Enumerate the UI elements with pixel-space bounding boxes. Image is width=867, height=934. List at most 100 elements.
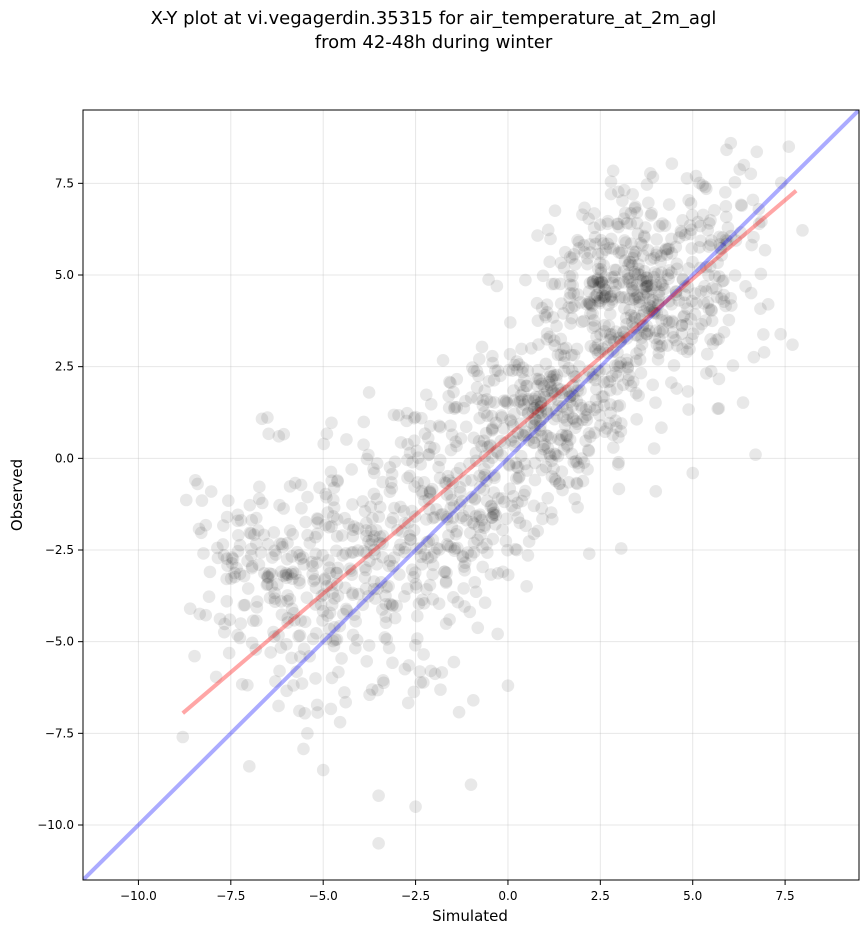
data-point — [575, 452, 588, 465]
data-point — [516, 393, 529, 406]
data-point — [183, 602, 197, 615]
data-point — [544, 381, 558, 394]
data-point — [519, 484, 532, 498]
data-point — [728, 175, 742, 189]
data-point — [758, 243, 772, 257]
data-point — [603, 374, 617, 388]
data-point — [522, 535, 536, 548]
data-point — [379, 610, 393, 623]
data-point — [435, 666, 449, 679]
data-point — [630, 413, 643, 426]
data-point — [607, 335, 621, 349]
data-point — [401, 696, 415, 710]
data-point — [192, 522, 206, 536]
data-point — [220, 572, 233, 586]
data-point — [179, 493, 193, 507]
data-point — [531, 363, 545, 377]
data-point — [424, 397, 438, 411]
data-point — [398, 662, 412, 676]
data-point — [605, 271, 619, 284]
data-point — [543, 447, 556, 461]
data-point — [376, 537, 389, 551]
data-point — [606, 276, 619, 290]
data-point — [583, 238, 597, 251]
data-point — [301, 727, 314, 740]
data-point — [628, 311, 642, 325]
data-point — [686, 327, 700, 341]
data-point — [281, 616, 294, 629]
data-point — [311, 513, 325, 526]
data-point — [567, 287, 581, 300]
data-point — [514, 378, 527, 392]
data-point — [541, 223, 555, 237]
data-point — [447, 655, 461, 669]
data-point — [416, 487, 429, 501]
data-point — [521, 364, 535, 377]
data-point — [480, 474, 493, 488]
data-point — [407, 570, 420, 584]
data-point — [515, 342, 528, 356]
data-point — [717, 325, 731, 339]
data-point — [597, 279, 610, 292]
data-point — [565, 447, 579, 461]
data-point — [638, 282, 651, 296]
data-point — [701, 223, 715, 237]
data-point — [508, 358, 521, 372]
data-point — [635, 309, 649, 322]
data-point — [410, 581, 423, 594]
data-point — [658, 219, 672, 233]
x-tick-label: −5.0 — [309, 889, 338, 903]
data-point — [631, 328, 644, 342]
data-point — [330, 566, 344, 580]
data-point — [606, 164, 620, 178]
data-point — [245, 513, 259, 527]
data-point — [231, 514, 244, 528]
data-point — [681, 302, 694, 315]
data-point — [485, 499, 498, 512]
data-point — [363, 554, 376, 568]
data-point — [268, 595, 282, 609]
data-point — [487, 486, 501, 499]
data-point — [386, 599, 399, 613]
data-point — [729, 234, 743, 247]
data-point — [471, 621, 485, 635]
data-point — [195, 494, 209, 507]
data-point — [488, 506, 501, 520]
data-point — [632, 258, 645, 271]
data-point — [539, 460, 553, 474]
data-point — [303, 649, 316, 663]
data-point — [624, 379, 638, 393]
data-point — [645, 278, 658, 292]
data-point — [747, 350, 761, 364]
data-point — [343, 562, 357, 576]
data-point — [603, 333, 616, 347]
data-point — [323, 561, 336, 574]
data-point — [531, 407, 545, 420]
data-point — [627, 245, 640, 258]
data-point — [367, 543, 381, 557]
data-point — [574, 296, 587, 309]
data-point — [450, 439, 463, 453]
data-point — [626, 320, 640, 334]
data-point — [634, 366, 648, 380]
data-point — [476, 399, 490, 412]
data-point — [490, 445, 503, 458]
data-point — [656, 278, 670, 292]
data-point — [533, 414, 547, 428]
data-point — [588, 230, 602, 244]
data-point — [319, 632, 333, 646]
data-point — [408, 566, 422, 579]
data-point — [310, 627, 323, 640]
data-point — [297, 742, 310, 756]
data-point — [682, 403, 695, 416]
data-point — [360, 546, 373, 559]
data-point — [295, 677, 309, 690]
data-point — [468, 493, 482, 506]
data-point — [403, 529, 416, 542]
data-point — [691, 215, 705, 229]
data-point — [547, 369, 561, 382]
data-point — [582, 427, 596, 440]
data-point — [444, 419, 457, 433]
data-point — [415, 558, 429, 571]
data-point — [310, 556, 324, 569]
